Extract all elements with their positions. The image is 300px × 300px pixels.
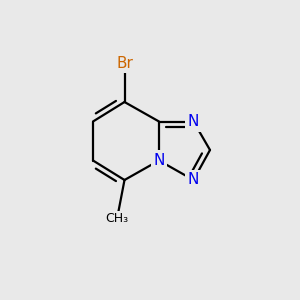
Text: N: N bbox=[188, 172, 199, 188]
Text: Br: Br bbox=[116, 56, 133, 70]
Text: N: N bbox=[188, 114, 199, 129]
Text: N: N bbox=[153, 153, 165, 168]
Text: CH₃: CH₃ bbox=[105, 212, 129, 226]
